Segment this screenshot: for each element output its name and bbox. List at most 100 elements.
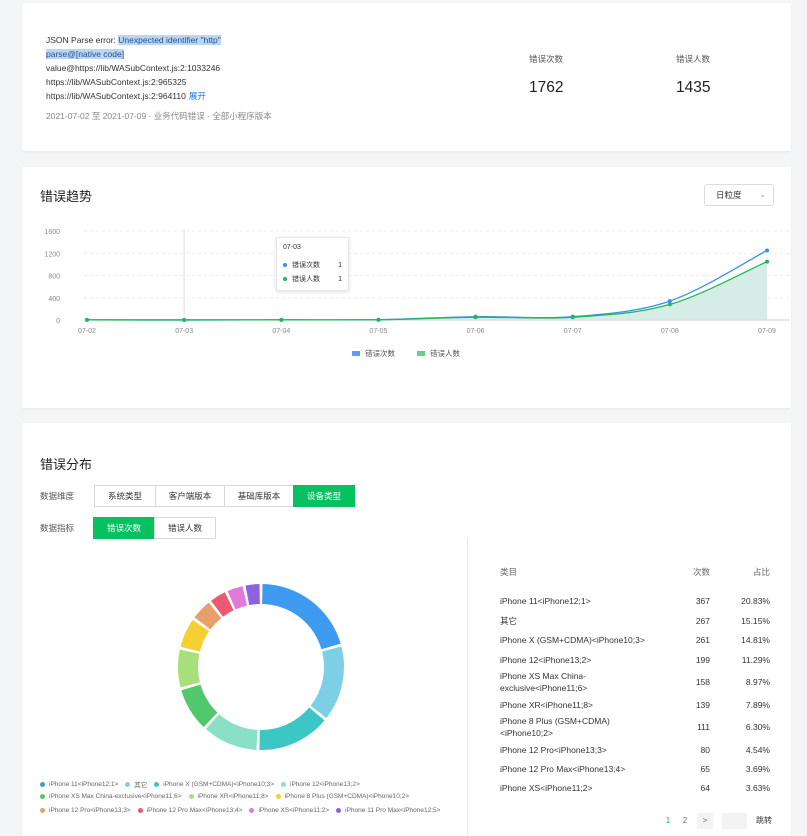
page-jump-input[interactable]	[722, 813, 747, 829]
page-1-button[interactable]: 1	[665, 816, 671, 825]
legend-dot-icon	[249, 808, 255, 813]
pie-legend-item[interactable]: iPhone XS<iPhone11;2>	[249, 807, 329, 814]
error-line-1: JSON Parse error:	[46, 35, 119, 45]
header-category: 类目	[500, 567, 518, 577]
donut-slice[interactable]	[227, 586, 248, 610]
pie-legend-label: iPhone XR<iPhone11;8>	[197, 793, 269, 800]
error-message: JSON Parse error: Unexpected identifier …	[46, 33, 306, 103]
legend-dot-icon	[336, 808, 342, 813]
legend-item-users[interactable]: 错误人数	[417, 348, 460, 359]
cell-category: iPhone XS<iPhone11;2>	[500, 783, 593, 793]
cell-ratio: 8.97%	[745, 677, 770, 687]
table-row: iPhone 11<iPhone12;1> 367 20.83%	[500, 591, 770, 611]
x-tick-label: 07-07	[564, 328, 582, 335]
tooltip-row: 错误人数 1	[283, 272, 342, 286]
cell-category: iPhone 12 Pro<iPhone13;3>	[500, 744, 607, 755]
pie-legend-item[interactable]: iPhone 12 Pro Max<iPhone13;4>	[137, 807, 243, 814]
donut-slice[interactable]	[180, 619, 210, 652]
table-row: iPhone 8 Plus (GSM+CDMA)<iPhone10;2> 111 6…	[500, 714, 770, 740]
cell-count: 267	[695, 615, 710, 626]
pie-legend-item[interactable]: iPhone XS Max China-exclusive<iPhone11;6…	[40, 793, 182, 800]
error-users-value: 1435	[676, 79, 711, 96]
tab-os-type[interactable]: 系统类型	[94, 485, 156, 507]
pie-legend-item[interactable]: iPhone 12<iPhone13;2>	[281, 779, 360, 789]
error-line-5: https://lib/WASubContext.js:2:964110	[46, 91, 186, 101]
pie-legend-item[interactable]: iPhone 11<iPhone12;1>	[40, 779, 118, 789]
granularity-select[interactable]: 日粒度 ⌄	[704, 184, 774, 206]
series-area	[87, 261, 767, 320]
pie-legend-item[interactable]: 其它	[125, 779, 147, 789]
pie-legend-label: iPhone 11 Pro Max<iPhone12;5>	[345, 807, 441, 814]
header-ratio: 占比	[752, 567, 770, 577]
donut-slice[interactable]	[262, 584, 341, 650]
donut-slice[interactable]	[259, 707, 325, 750]
table-header: 类目 次数 占比	[500, 561, 770, 583]
donut-slice[interactable]	[211, 592, 234, 617]
data-point	[667, 302, 672, 307]
pie-legend-item[interactable]: iPhone XR<iPhone11;8>	[188, 793, 269, 800]
pie-legend-item[interactable]: iPhone X (GSM+CDMA)<iPhone10;3>	[154, 779, 274, 789]
tab-error-count[interactable]: 错误次数	[93, 517, 155, 539]
table-body: iPhone 11<iPhone12;1> 367 20.83% 其它 267 15.15…	[500, 591, 770, 798]
data-point	[85, 317, 89, 322]
page-2-button[interactable]: 2	[682, 816, 688, 825]
tab-client-version[interactable]: 客户端版本	[155, 485, 225, 507]
tooltip-row-value: 1	[338, 275, 342, 283]
donut-slice[interactable]	[245, 584, 260, 606]
cell-ratio: 4.54%	[745, 744, 770, 755]
legend-dot-icon	[125, 781, 131, 787]
series-dot-icon	[283, 263, 287, 267]
cell-category: iPhone 12 Pro Max<iPhone13;4>	[500, 763, 626, 774]
pie-legend-label: iPhone XS<iPhone11;2>	[258, 807, 330, 814]
pie-legend-row: iPhone 11<iPhone12;1> 其它 iPhone X (GSM+CDM…	[40, 779, 500, 789]
donut-slice[interactable]	[205, 714, 258, 750]
next-page-button[interactable]: >	[697, 813, 713, 829]
cell-count: 367	[695, 596, 710, 606]
donut-slice[interactable]	[310, 646, 344, 719]
donut-slice[interactable]	[194, 602, 222, 630]
y-tick-label: 1600	[44, 229, 60, 236]
metric-label: 数据指标	[40, 523, 75, 533]
cell-ratio: 11.29%	[741, 654, 770, 665]
donut-slice[interactable]	[181, 684, 218, 728]
cell-count: 261	[695, 635, 710, 645]
pie-legend-label: iPhone 12 Pro<iPhone13;3>	[49, 807, 131, 814]
donut-slice[interactable]	[178, 649, 200, 688]
data-point	[279, 317, 284, 322]
distribution-table: 类目 次数 占比 iPhone 11<iPhone12;1> 367 20.83% 其…	[500, 561, 770, 798]
y-tick-label: 400	[48, 296, 60, 303]
error-summary-card: JSON Parse error: Unexpected identifier …	[22, 3, 791, 151]
error-users-label: 错误人数	[676, 54, 711, 64]
tab-error-users[interactable]: 错误人数	[154, 517, 216, 539]
cell-ratio: 3.63%	[745, 783, 770, 793]
donut-chart	[178, 584, 344, 750]
pie-legend-label: iPhone 12 Pro Max<iPhone13;4>	[146, 807, 243, 814]
tooltip-row-value: 1	[338, 261, 342, 269]
error-meta: 2021-07-02 至 2021-07-09 · 业务代码错误 · 全部小程序…	[46, 111, 272, 121]
tooltip-row: 错误次数 1	[283, 258, 342, 272]
jump-button[interactable]: 跳转	[756, 816, 772, 825]
pie-legend-label: iPhone 12<iPhone13;2>	[290, 780, 360, 788]
pie-legend-item[interactable]: iPhone 8 Plus (GSM+CDMA)<iPhone10;2>	[275, 793, 409, 800]
x-tick-label: 07-09	[758, 328, 776, 335]
table-row: iPhone X (GSM+CDMA)<iPhone10;3> 261 14.81%	[500, 630, 770, 650]
legend-item-count[interactable]: 错误次数	[352, 348, 395, 359]
cell-count: 199	[695, 654, 710, 665]
table-row: iPhone XS Max China-exclusive<iPhone11;6…	[500, 669, 770, 695]
cell-ratio: 14.81%	[741, 635, 770, 645]
cell-category: iPhone X (GSM+CDMA)<iPhone10;3>	[500, 635, 645, 645]
pie-legend-item[interactable]: iPhone 11 Pro Max<iPhone12;5>	[336, 807, 440, 814]
error-line-1-highlight: Unexpected identifier "http"	[118, 35, 221, 45]
cell-category: 其它	[500, 615, 518, 626]
pie-legend-item[interactable]: iPhone 12 Pro<iPhone13;3>	[40, 807, 131, 814]
legend-label: 错误人数	[430, 349, 460, 358]
data-point	[182, 317, 187, 322]
tab-device-type[interactable]: 设备类型	[293, 485, 355, 507]
expand-link[interactable]: 展开	[188, 91, 206, 101]
y-tick-label: 1200	[44, 251, 60, 258]
tab-lib-version[interactable]: 基础库版本	[224, 485, 294, 507]
data-point	[765, 248, 769, 253]
cell-count: 80	[700, 744, 710, 755]
cell-ratio: 15.15%	[741, 615, 770, 626]
cell-category: iPhone XR<iPhone11;8>	[500, 699, 593, 710]
